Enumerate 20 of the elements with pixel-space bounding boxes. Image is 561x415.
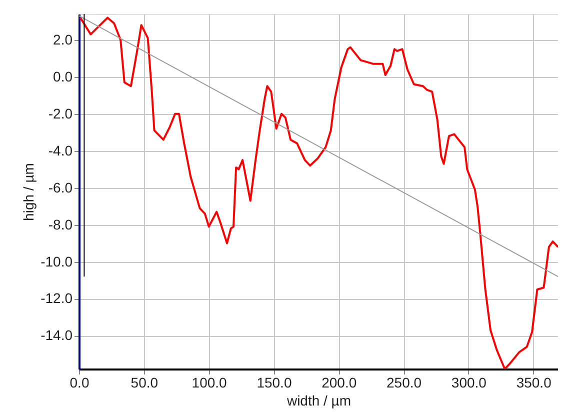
x-tick-label: 0.0 (70, 374, 90, 390)
y-tick-label: -4.0 (48, 142, 73, 158)
y-tick-label: 2.0 (53, 31, 73, 48)
x-tick-label: 200.0 (322, 374, 357, 390)
x-tick-label: 250.0 (386, 374, 422, 390)
y-tick-label: -6.0 (48, 179, 73, 196)
x-axis-title: width / µm (286, 392, 352, 408)
y-tick-label: -10.0 (40, 253, 73, 270)
y-axis-title: high / µm (20, 163, 37, 221)
y-tick-label: -14.0 (40, 327, 73, 344)
x-tick-label: 50.0 (130, 374, 158, 390)
line-series (79, 16, 558, 369)
y-tick-label: -8.0 (48, 216, 73, 232)
y-tick-label: 0.0 (53, 68, 73, 84)
x-tick-label: 300.0 (451, 374, 487, 390)
x-tick-label: 350.0 (516, 374, 552, 390)
x-tick-label: 100.0 (192, 374, 228, 390)
y-tick-label: -12.0 (40, 290, 73, 306)
x-tick-label: 150.0 (256, 374, 292, 390)
y-tick-label: -2.0 (48, 105, 73, 122)
